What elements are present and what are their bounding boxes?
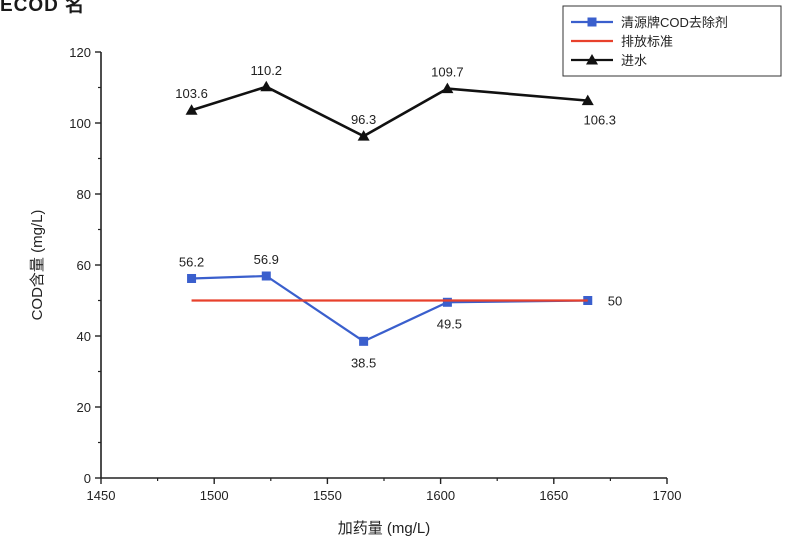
y-tick-label: 60 bbox=[77, 258, 91, 273]
data-point-2 bbox=[581, 94, 594, 106]
y-tick-label: 100 bbox=[69, 116, 91, 131]
x-axis-title: 加药量 (mg/L) bbox=[338, 520, 431, 537]
legend-label: 排放标准 bbox=[621, 34, 673, 49]
legend-swatch-marker bbox=[586, 54, 598, 65]
y-axis-title: COD含量 (mg/L) bbox=[29, 210, 46, 321]
y-tick-label: 80 bbox=[77, 187, 91, 202]
x-tick-label: 1650 bbox=[539, 488, 568, 503]
data-label: 110.2 bbox=[250, 63, 282, 78]
data-point-2 bbox=[185, 104, 198, 115]
data-label: 103.6 bbox=[175, 86, 208, 101]
data-label: 49.5 bbox=[437, 316, 462, 331]
data-point-2 bbox=[357, 130, 370, 141]
data-point-0 bbox=[442, 297, 452, 307]
x-tick-label: 1450 bbox=[87, 488, 116, 503]
x-tick-label: 1500 bbox=[200, 488, 229, 503]
legend-swatch-marker bbox=[587, 17, 597, 27]
data-point-2 bbox=[260, 80, 273, 92]
legend-label: 清源牌COD去除剂 bbox=[621, 15, 728, 30]
data-label: 38.5 bbox=[351, 355, 376, 370]
x-tick-label: 1700 bbox=[653, 488, 682, 503]
cropped-caption-fragment: ECOD 名 bbox=[0, 0, 86, 16]
data-point-2 bbox=[441, 82, 454, 94]
data-point-0 bbox=[187, 273, 197, 283]
series-line-2 bbox=[191, 85, 588, 138]
data-label: 56.9 bbox=[254, 252, 279, 267]
x-tick-label: 1600 bbox=[426, 488, 455, 503]
data-label: 50 bbox=[608, 294, 622, 309]
data-label: 96.3 bbox=[351, 112, 376, 127]
y-tick-label: 20 bbox=[77, 400, 91, 415]
y-tick-label: 40 bbox=[77, 329, 91, 344]
data-label: 56.2 bbox=[179, 254, 204, 269]
data-point-0 bbox=[359, 336, 369, 346]
legend-label: 进水 bbox=[621, 53, 647, 68]
data-point-0 bbox=[261, 271, 271, 281]
series-line-0 bbox=[191, 274, 588, 343]
data-label: 109.7 bbox=[431, 65, 464, 80]
data-label: 106.3 bbox=[583, 113, 616, 128]
y-tick-label: 120 bbox=[69, 45, 91, 60]
x-tick-label: 1550 bbox=[313, 488, 342, 503]
y-tick-label: 0 bbox=[84, 471, 91, 486]
